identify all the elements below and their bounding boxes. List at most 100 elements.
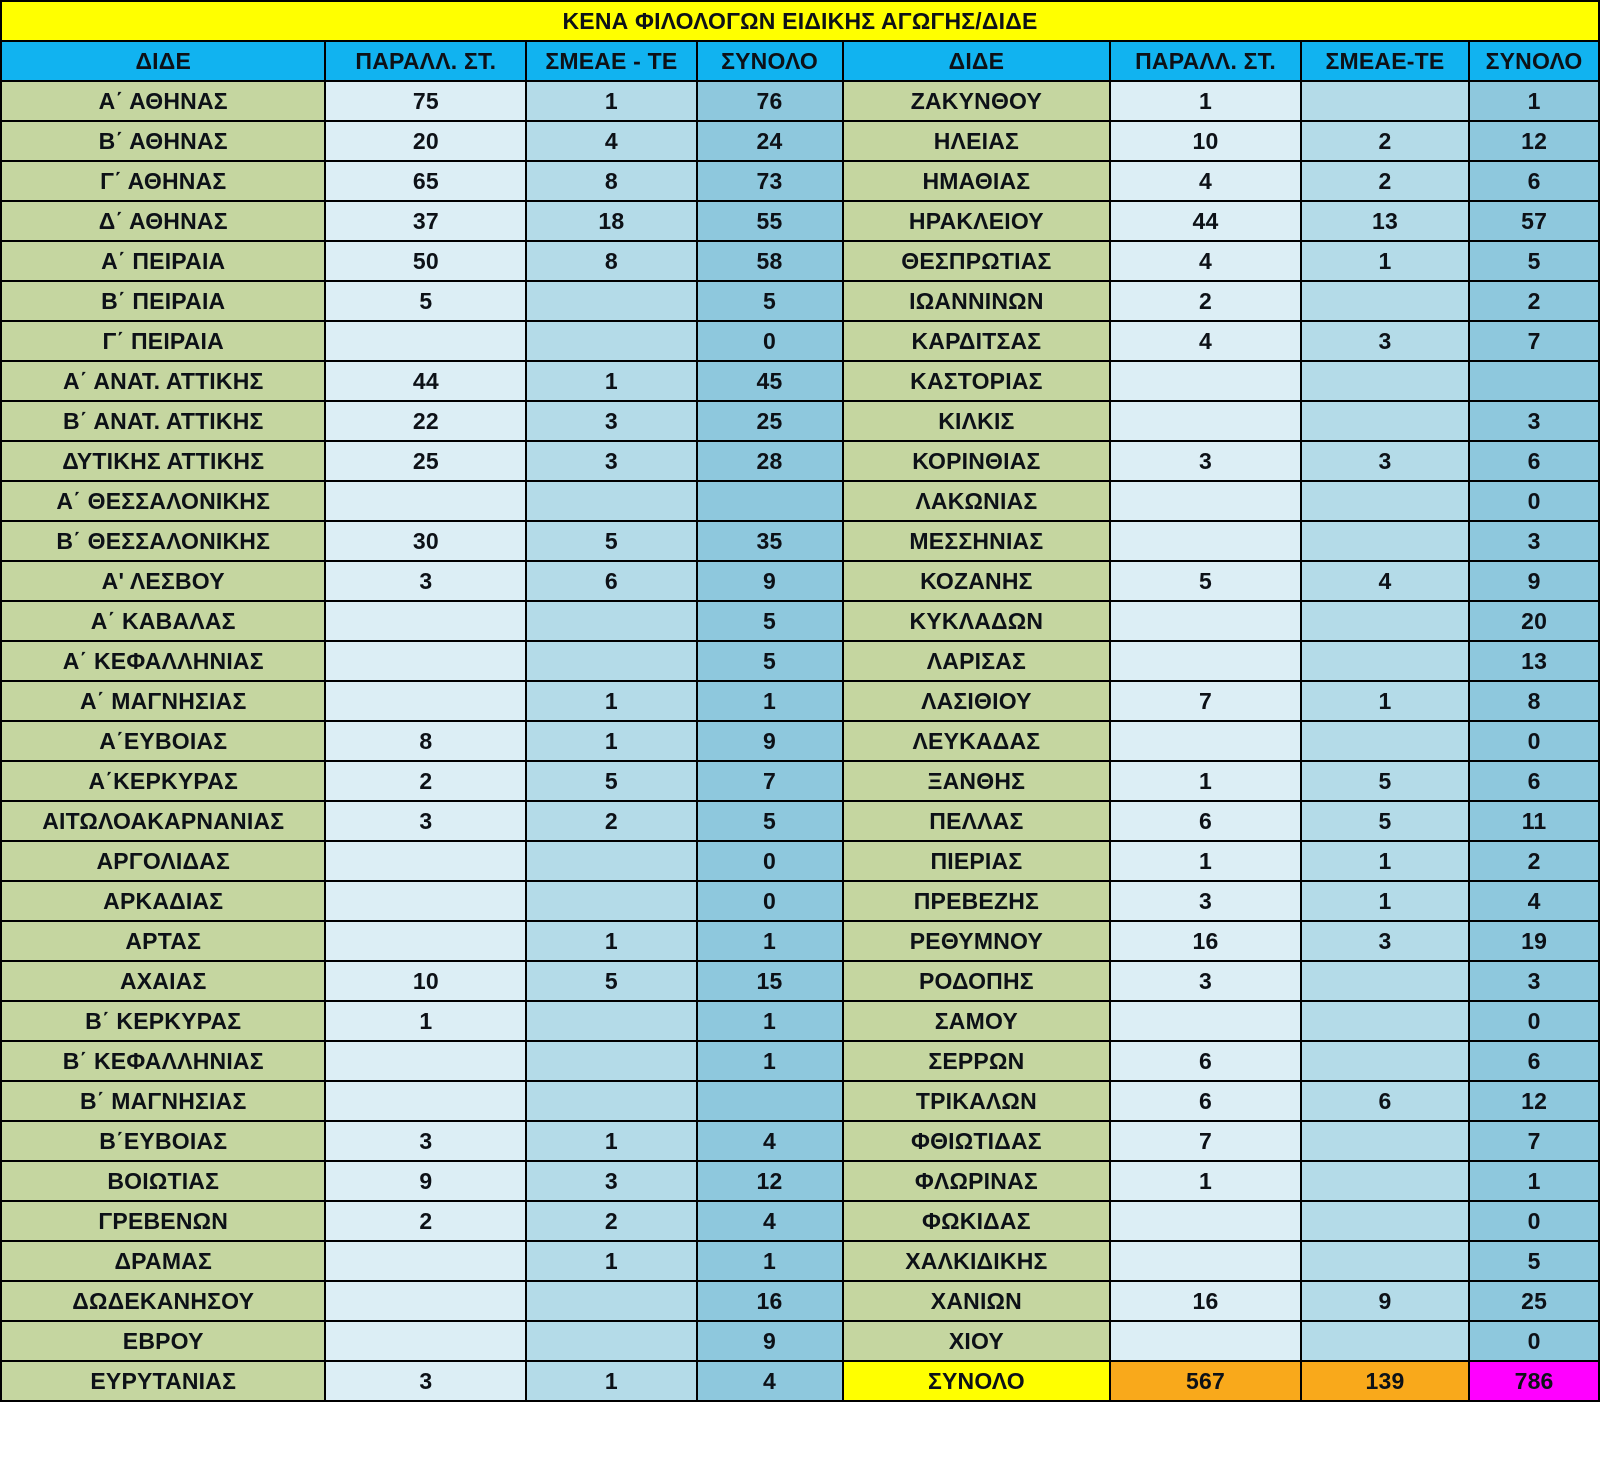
region-name-cell[interactable]: ΚΟΖΑΝΗΣ bbox=[843, 562, 1110, 600]
total-cell[interactable]: 0 bbox=[1470, 1202, 1598, 1240]
total-cell[interactable]: 1 bbox=[697, 1042, 842, 1080]
parallel-support-cell[interactable]: 6 bbox=[1111, 1042, 1300, 1080]
parallel-support-cell[interactable] bbox=[326, 1082, 526, 1120]
grand-total-label[interactable]: ΣΥΝΟΛΟ bbox=[843, 1362, 1110, 1400]
parallel-support-cell[interactable]: 3 bbox=[326, 1122, 526, 1160]
smeae-te-cell[interactable]: 1 bbox=[1301, 242, 1469, 280]
region-name-cell[interactable]: Β΄ ΑΘΗΝΑΣ bbox=[2, 122, 325, 160]
parallel-support-cell[interactable]: 2 bbox=[326, 762, 526, 800]
total-cell[interactable]: 5 bbox=[697, 282, 842, 320]
smeae-te-cell[interactable]: 5 bbox=[527, 962, 696, 1000]
smeae-te-cell[interactable] bbox=[1301, 1322, 1469, 1360]
region-name-cell[interactable]: ΦΘΙΩΤΙΔΑΣ bbox=[843, 1122, 1110, 1160]
total-cell[interactable]: 13 bbox=[1470, 642, 1598, 680]
total-cell[interactable]: 3 bbox=[1470, 522, 1598, 560]
total-cell[interactable]: 7 bbox=[1470, 1122, 1598, 1160]
parallel-support-cell[interactable] bbox=[1111, 602, 1300, 640]
smeae-te-cell[interactable] bbox=[1301, 1242, 1469, 1280]
region-name-cell[interactable]: ΞΑΝΘΗΣ bbox=[843, 762, 1110, 800]
total-cell[interactable]: 76 bbox=[697, 82, 842, 120]
column-header-left-dide[interactable]: ΔΙΔΕ bbox=[2, 42, 325, 80]
region-name-cell[interactable]: Α΄ΚΕΡΚΥΡΑΣ bbox=[2, 762, 325, 800]
smeae-te-cell[interactable] bbox=[1301, 482, 1469, 520]
total-cell[interactable]: 3 bbox=[1470, 402, 1598, 440]
parallel-support-cell[interactable] bbox=[1111, 362, 1300, 400]
smeae-te-cell[interactable]: 8 bbox=[527, 242, 696, 280]
parallel-support-cell[interactable]: 9 bbox=[326, 1162, 526, 1200]
smeae-te-cell[interactable] bbox=[1301, 1122, 1469, 1160]
region-name-cell[interactable]: ΗΡΑΚΛΕΙΟΥ bbox=[843, 202, 1110, 240]
region-name-cell[interactable]: ΦΛΩΡΙΝΑΣ bbox=[843, 1162, 1110, 1200]
smeae-te-cell[interactable] bbox=[1301, 402, 1469, 440]
total-cell[interactable]: 0 bbox=[697, 322, 842, 360]
parallel-support-cell[interactable]: 20 bbox=[326, 122, 526, 160]
region-name-cell[interactable]: ΑΧΑΙΑΣ bbox=[2, 962, 325, 1000]
region-name-cell[interactable]: ΛΑΣΙΘΙΟΥ bbox=[843, 682, 1110, 720]
parallel-support-cell[interactable]: 3 bbox=[1111, 882, 1300, 920]
parallel-support-cell[interactable]: 4 bbox=[1111, 162, 1300, 200]
parallel-support-cell[interactable]: 5 bbox=[326, 282, 526, 320]
total-cell[interactable]: 7 bbox=[1470, 322, 1598, 360]
smeae-te-cell[interactable]: 1 bbox=[527, 1242, 696, 1280]
smeae-te-cell[interactable]: 3 bbox=[527, 402, 696, 440]
region-name-cell[interactable]: Α΄ ΚΕΦΑΛΛΗΝΙΑΣ bbox=[2, 642, 325, 680]
smeae-te-cell[interactable] bbox=[1301, 362, 1469, 400]
smeae-te-cell[interactable] bbox=[1301, 282, 1469, 320]
parallel-support-cell[interactable] bbox=[1111, 722, 1300, 760]
smeae-te-cell[interactable] bbox=[1301, 962, 1469, 1000]
parallel-support-cell[interactable]: 1 bbox=[1111, 762, 1300, 800]
total-cell[interactable]: 9 bbox=[697, 722, 842, 760]
smeae-te-cell[interactable]: 8 bbox=[527, 162, 696, 200]
column-header-left-synolo[interactable]: ΣΥΝΟΛΟ bbox=[697, 42, 842, 80]
region-name-cell[interactable]: ΑΡΓΟΛΙΔΑΣ bbox=[2, 842, 325, 880]
parallel-support-cell[interactable]: 3 bbox=[1111, 442, 1300, 480]
region-name-cell[interactable]: ΧΑΝΙΩΝ bbox=[843, 1282, 1110, 1320]
total-cell[interactable]: 5 bbox=[697, 802, 842, 840]
parallel-support-cell[interactable]: 8 bbox=[326, 722, 526, 760]
total-cell[interactable]: 1 bbox=[1470, 1162, 1598, 1200]
parallel-support-cell[interactable]: 10 bbox=[326, 962, 526, 1000]
smeae-te-cell[interactable] bbox=[1301, 1042, 1469, 1080]
total-cell[interactable]: 15 bbox=[697, 962, 842, 1000]
parallel-support-cell[interactable]: 4 bbox=[1111, 322, 1300, 360]
smeae-te-cell[interactable] bbox=[1301, 1162, 1469, 1200]
smeae-te-cell[interactable] bbox=[1301, 722, 1469, 760]
total-cell[interactable]: 4 bbox=[697, 1122, 842, 1160]
total-cell[interactable]: 9 bbox=[697, 562, 842, 600]
parallel-support-cell[interactable]: 1 bbox=[1111, 842, 1300, 880]
region-name-cell[interactable]: Δ΄ ΑΘΗΝΑΣ bbox=[2, 202, 325, 240]
parallel-support-cell[interactable] bbox=[326, 842, 526, 880]
region-name-cell[interactable]: ΚΑΡΔΙΤΣΑΣ bbox=[843, 322, 1110, 360]
smeae-te-cell[interactable] bbox=[1301, 642, 1469, 680]
region-name-cell[interactable]: ΣΑΜΟΥ bbox=[843, 1002, 1110, 1040]
parallel-support-cell[interactable] bbox=[1111, 522, 1300, 560]
region-name-cell[interactable]: ΑΡΚΑΔΙΑΣ bbox=[2, 882, 325, 920]
smeae-te-cell[interactable]: 1 bbox=[1301, 842, 1469, 880]
total-cell[interactable]: 6 bbox=[1470, 162, 1598, 200]
region-name-cell[interactable]: Α΄ ΑΝΑΤ. ΑΤΤΙΚΗΣ bbox=[2, 362, 325, 400]
smeae-te-cell[interactable]: 6 bbox=[527, 562, 696, 600]
total-cell[interactable]: 0 bbox=[697, 842, 842, 880]
region-name-cell[interactable]: ΛΕΥΚΑΔΑΣ bbox=[843, 722, 1110, 760]
region-name-cell[interactable]: ΚΟΡΙΝΘΙΑΣ bbox=[843, 442, 1110, 480]
smeae-te-cell[interactable]: 1 bbox=[527, 1122, 696, 1160]
total-cell[interactable] bbox=[1470, 362, 1598, 400]
total-cell[interactable]: 9 bbox=[697, 1322, 842, 1360]
smeae-te-cell[interactable]: 18 bbox=[527, 202, 696, 240]
smeae-te-cell[interactable]: 4 bbox=[527, 122, 696, 160]
parallel-support-cell[interactable] bbox=[1111, 1322, 1300, 1360]
parallel-support-cell[interactable] bbox=[326, 882, 526, 920]
parallel-support-cell[interactable] bbox=[1111, 1002, 1300, 1040]
smeae-te-cell[interactable]: 1 bbox=[1301, 882, 1469, 920]
parallel-support-cell[interactable] bbox=[326, 602, 526, 640]
parallel-support-cell[interactable]: 16 bbox=[1111, 1282, 1300, 1320]
column-header-left-smeae[interactable]: ΣΜΕΑΕ - ΤΕ bbox=[527, 42, 696, 80]
total-cell[interactable]: 5 bbox=[697, 642, 842, 680]
parallel-support-cell[interactable]: 65 bbox=[326, 162, 526, 200]
region-name-cell[interactable]: ΓΡΕΒΕΝΩΝ bbox=[2, 1202, 325, 1240]
smeae-te-cell[interactable] bbox=[1301, 1202, 1469, 1240]
region-name-cell[interactable]: ΤΡΙΚΑΛΩΝ bbox=[843, 1082, 1110, 1120]
parallel-support-cell[interactable] bbox=[326, 682, 526, 720]
parallel-support-cell[interactable] bbox=[326, 642, 526, 680]
total-cell[interactable]: 24 bbox=[697, 122, 842, 160]
